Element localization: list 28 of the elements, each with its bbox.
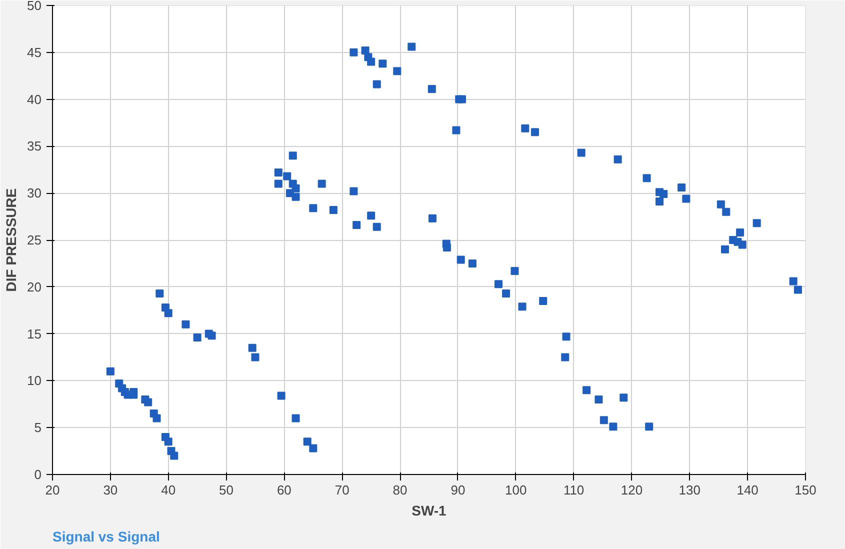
x-tick-label: 150: [794, 482, 816, 498]
x-tick-label: 20: [45, 482, 60, 498]
x-tick-label: 130: [678, 482, 701, 498]
x-tick-label: 90: [450, 482, 466, 498]
y-tick-label: 45: [27, 44, 42, 60]
y-tick-label: 40: [27, 92, 42, 107]
x-tick-label: 30: [103, 482, 118, 498]
text: Signal vs Signal: [52, 528, 160, 544]
x-axis-title: SW-1: [412, 502, 447, 518]
x-tick-label: 110: [563, 482, 584, 498]
y-tick-label: 35: [27, 138, 42, 154]
x-tick-label: 70: [334, 482, 350, 498]
y-tick-label: 10: [27, 373, 42, 388]
y-tick-label: 50: [27, 0, 42, 13]
x-tick-label: 50: [219, 482, 234, 498]
x-tick-label: 120: [620, 482, 643, 498]
y-tick-label: 30: [27, 186, 42, 201]
y-axis-title: DIF PRESSURE: [3, 188, 20, 292]
y-tick-label: 15: [27, 326, 42, 342]
x-tick-label: 80: [392, 482, 408, 498]
y-tick-label: 0: [34, 467, 42, 482]
x-tick-label: 140: [736, 482, 758, 498]
x-tick-label: 40: [161, 482, 176, 498]
y-tick-label: 20: [27, 279, 42, 294]
y-tick-label: 5: [34, 420, 42, 436]
x-tick-label: 60: [276, 482, 292, 498]
x-tick-label: 100: [505, 482, 527, 498]
y-tick-label: 25: [27, 232, 42, 248]
